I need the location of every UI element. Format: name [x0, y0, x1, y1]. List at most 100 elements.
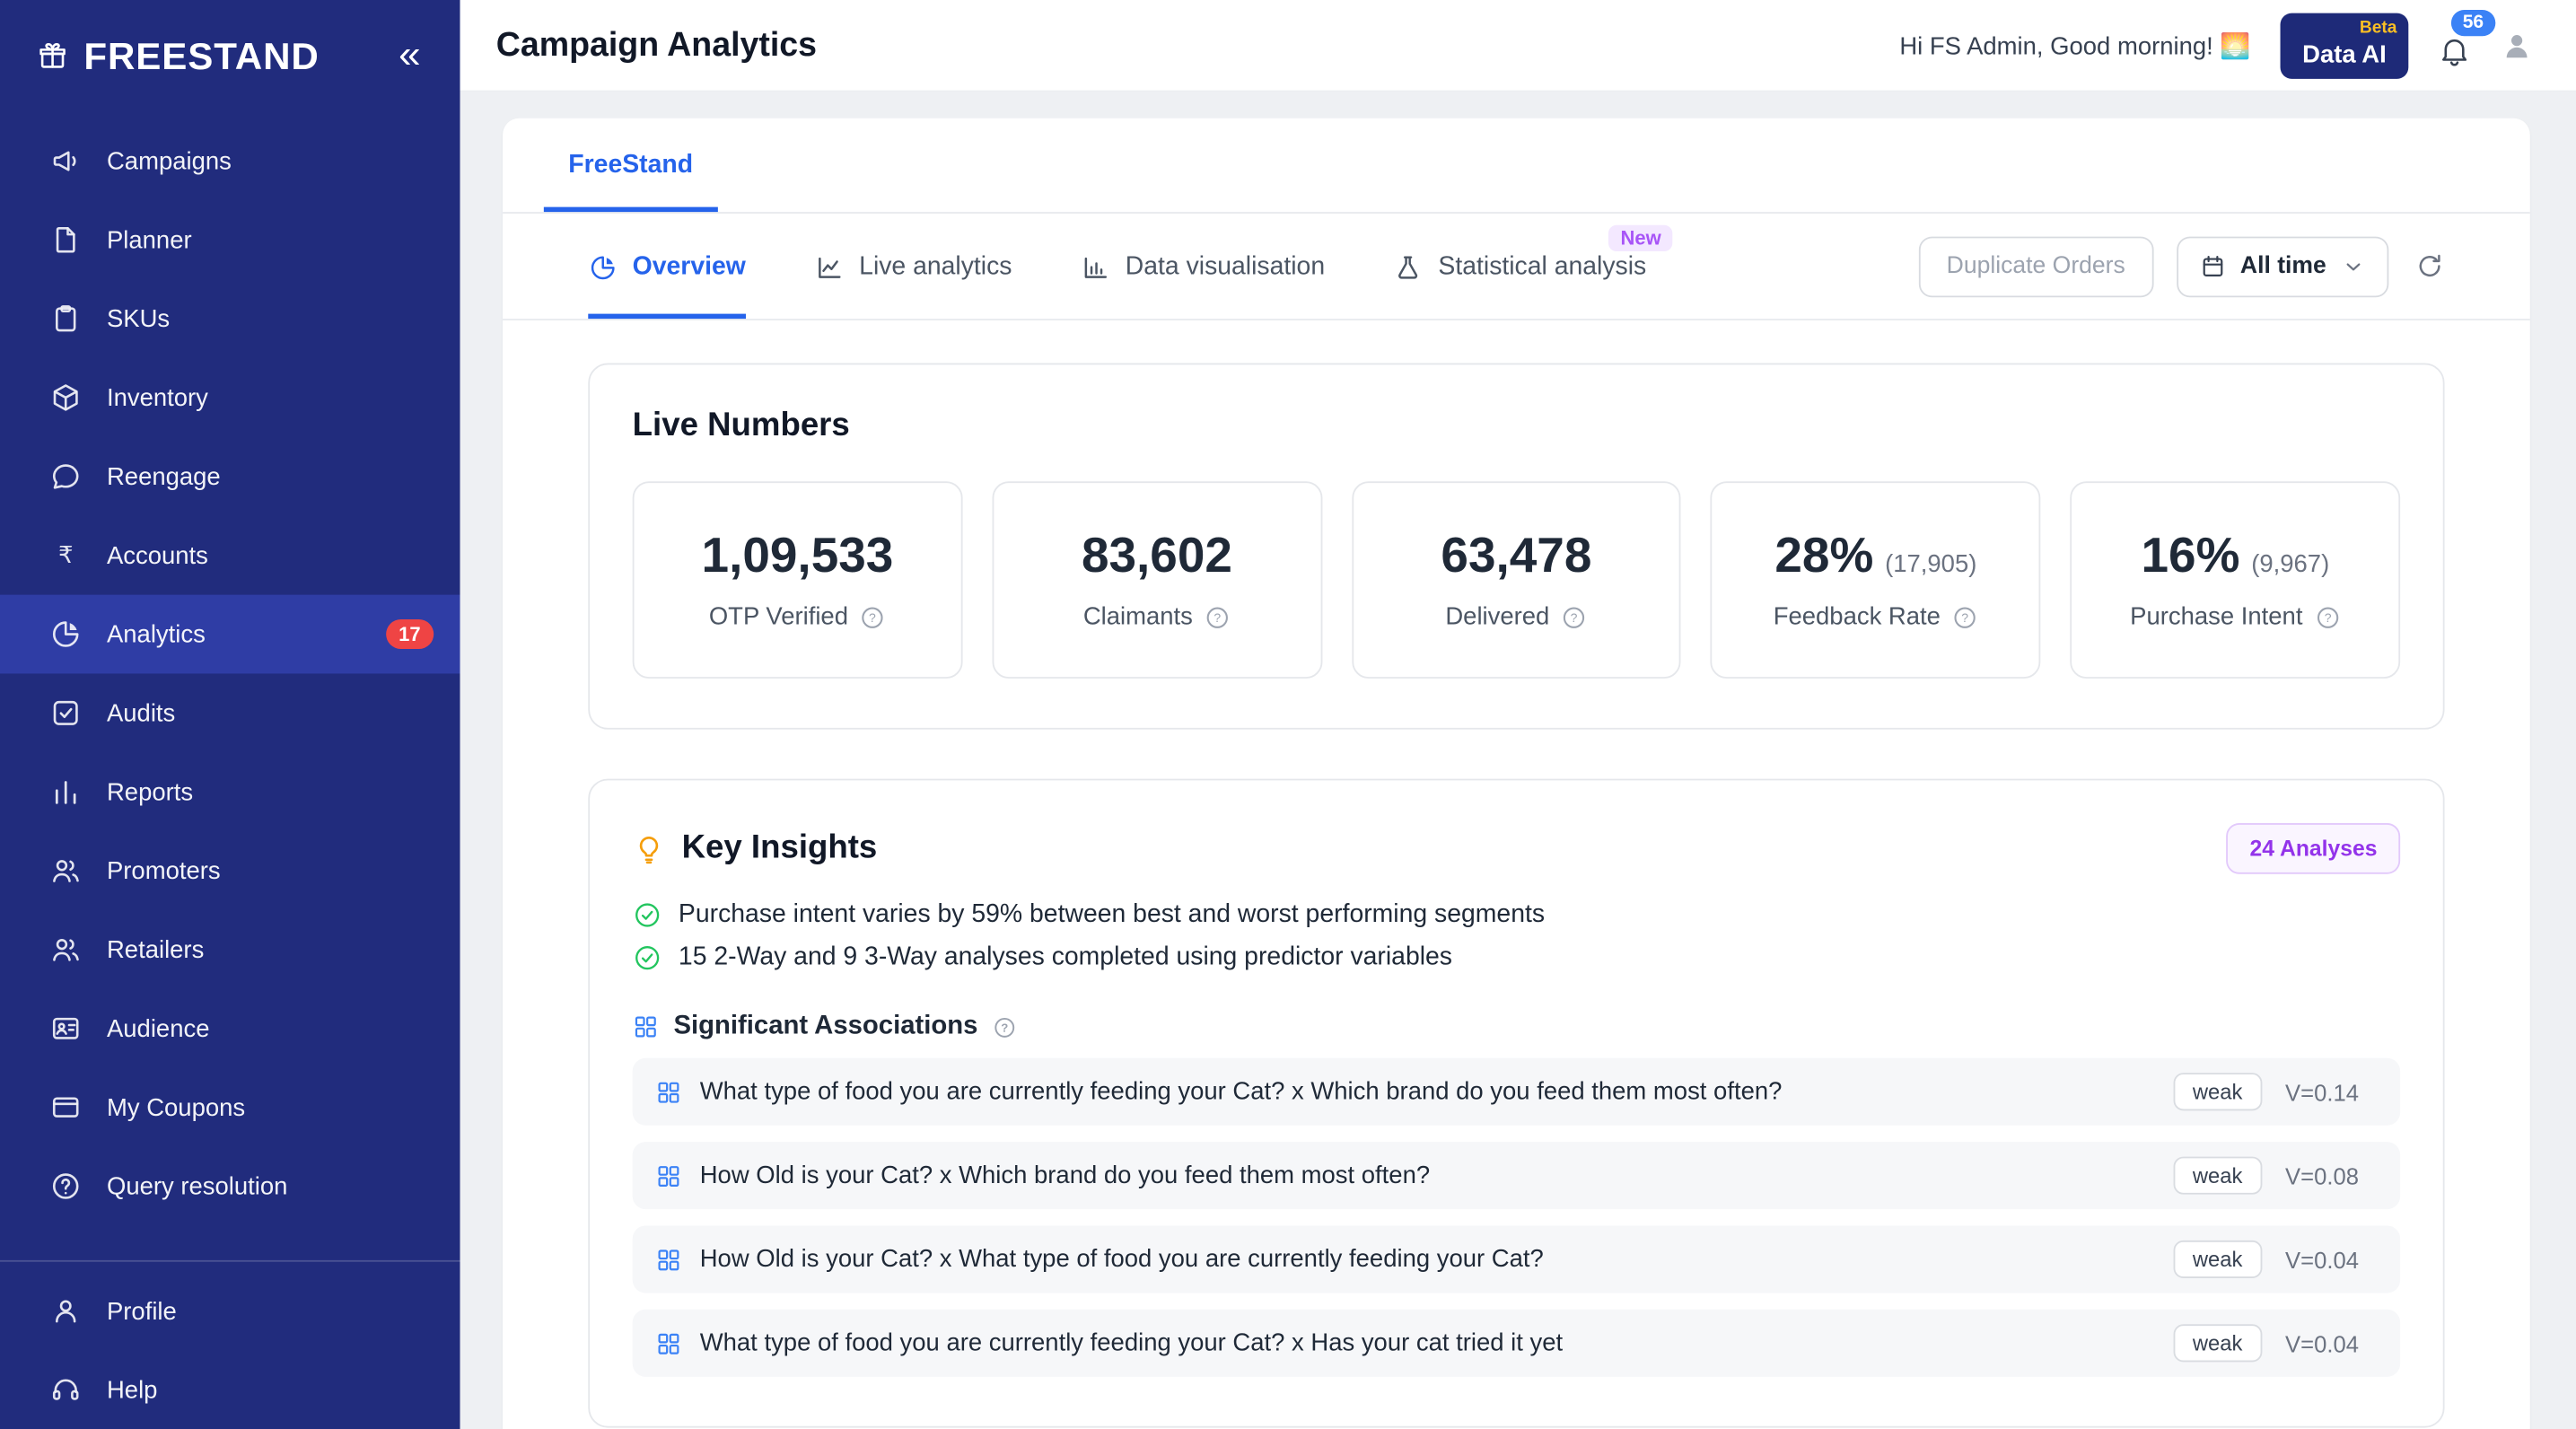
info-icon[interactable]: ?: [860, 604, 886, 630]
sidebar-item-audience[interactable]: Audience: [0, 989, 460, 1068]
sidebar-item-reports[interactable]: Reports: [0, 752, 460, 831]
association-text: How Old is your Cat? x What type of food…: [699, 1245, 1544, 1274]
info-icon[interactable]: ?: [1561, 604, 1587, 630]
sidebar-header: FREESTAND «: [0, 0, 460, 105]
association-row[interactable]: How Old is your Cat? x Which brand do yo…: [632, 1142, 2401, 1210]
tab-overview[interactable]: Overview: [588, 214, 746, 320]
check-circle-icon: [635, 945, 660, 970]
pie-chart-icon: [591, 256, 615, 280]
sidebar-item-skus[interactable]: SKUs: [0, 279, 460, 358]
stat-value: 63,478: [1441, 529, 1592, 583]
association-row[interactable]: What type of food you are currently feed…: [632, 1309, 2401, 1377]
association-stats: weak V=0.14: [2172, 1073, 2378, 1111]
svg-text:?: ?: [1571, 609, 1578, 624]
info-icon[interactable]: ?: [993, 1014, 1017, 1039]
sidebar-nav: Campaigns Planner SKUs Inventory Reengag…: [0, 105, 460, 1225]
data-ai-label: Data AI: [2302, 39, 2387, 68]
sidebar-item-query-resolution[interactable]: Query resolution: [0, 1147, 460, 1226]
lightbulb-icon: [639, 836, 659, 864]
line-chart-icon: [818, 257, 841, 278]
greeting-text: Hi FS Admin, Good morning! 🌅: [1899, 31, 2251, 60]
association-row[interactable]: How Old is your Cat? x What type of food…: [632, 1225, 2401, 1293]
tab-label: Data visualisation: [1125, 252, 1326, 281]
sidebar-item-campaigns[interactable]: Campaigns: [0, 121, 460, 200]
page-title: Campaign Analytics: [495, 25, 818, 64]
brand-logo[interactable]: FREESTAND: [36, 34, 319, 78]
analyses-count-badge[interactable]: 24 Analyses: [2226, 823, 2401, 874]
association-stats: weak V=0.08: [2172, 1156, 2378, 1195]
cramers-v-value: V=0.08: [2285, 1162, 2359, 1189]
sidebar-item-label: Profile: [106, 1297, 177, 1326]
info-icon[interactable]: ?: [1952, 604, 1978, 630]
sidebar-collapse-icon[interactable]: «: [399, 32, 421, 78]
stat-card-otp-verified: 1,09,533 OTP Verified ?: [632, 481, 963, 679]
sidebar-item-accounts[interactable]: ₹ Accounts: [0, 516, 460, 595]
time-filter-dropdown[interactable]: All time: [2176, 235, 2389, 297]
flask-icon: [1398, 256, 1418, 279]
associations-header: Significant Associations ?: [633, 1012, 2400, 1041]
sidebar-item-label: Analytics: [106, 619, 206, 649]
sidebar-item-reengage[interactable]: Reengage: [0, 437, 460, 516]
sidebar-item-inventory[interactable]: Inventory: [0, 358, 460, 437]
user-avatar[interactable]: [2501, 29, 2534, 62]
strength-badge: weak: [2172, 1240, 2263, 1279]
gift-icon: [39, 42, 66, 68]
association-stats: weak V=0.04: [2172, 1324, 2378, 1363]
refresh-button[interactable]: [2415, 251, 2445, 281]
strength-badge: weak: [2172, 1156, 2263, 1195]
sidebar-item-planner[interactable]: Planner: [0, 200, 460, 279]
svg-text:?: ?: [1002, 1021, 1009, 1034]
analytics-count-badge: 17: [385, 619, 434, 649]
campaigns-icon: [53, 151, 76, 171]
data-ai-button[interactable]: Beta Data AI: [2280, 12, 2409, 78]
reports-icon: [55, 781, 76, 804]
tab-live-analytics[interactable]: Live analytics: [815, 214, 1012, 319]
stat-card-claimants: 83,602 Claimants ?: [992, 481, 1322, 679]
analytics-icon: [52, 621, 79, 647]
tab-data-visualisation[interactable]: Data visualisation: [1081, 214, 1325, 319]
check-circle-icon: [635, 903, 660, 927]
association-row[interactable]: What type of food you are currently feed…: [632, 1057, 2401, 1126]
info-icon[interactable]: ?: [2314, 604, 2340, 630]
association-text: What type of food you are currently feed…: [699, 1328, 1564, 1357]
refresh-icon: [2419, 254, 2440, 277]
association-stats: weak V=0.04: [2172, 1240, 2378, 1279]
sidebar-item-analytics[interactable]: Analytics 17: [0, 594, 460, 674]
tab-controls: Duplicate Orders All time: [1918, 235, 2445, 297]
top-header: Campaign Analytics Hi FS Admin, Good mor…: [460, 0, 2576, 92]
stat-value: 28%: [1774, 529, 1874, 583]
sidebar-item-label: Promoters: [106, 856, 221, 885]
association-text: How Old is your Cat? x Which brand do yo…: [699, 1162, 1431, 1190]
user-icon: [2506, 34, 2528, 57]
stat-subvalue: (9,967): [2251, 550, 2330, 579]
sidebar-item-label: Help: [106, 1375, 158, 1405]
tab-label: Live analytics: [859, 252, 1012, 281]
sidebar-item-my-coupons[interactable]: My Coupons: [0, 1068, 460, 1147]
sidebar-item-retailers[interactable]: Retailers: [0, 910, 460, 989]
svg-text:?: ?: [870, 609, 877, 624]
brand-tab-bar: FreeStand: [503, 118, 2530, 214]
tab-statistical-analysis[interactable]: Statistical analysis New: [1394, 214, 1673, 319]
sidebar-item-help[interactable]: Help: [0, 1351, 460, 1429]
associations-title: Significant Associations: [673, 1012, 978, 1040]
sidebar: FREESTAND « Campaigns Planner SKUs Inven…: [0, 0, 460, 1429]
tab-freestand[interactable]: FreeStand: [543, 118, 718, 213]
bell-icon: [2442, 38, 2467, 66]
audits-icon: [53, 700, 78, 725]
sidebar-item-audits[interactable]: Audits: [0, 673, 460, 752]
rupee-icon: ₹: [58, 543, 74, 568]
stat-card-purchase-intent: 16% (9,967) Purchase Intent ?: [2070, 481, 2401, 679]
info-icon[interactable]: ?: [1205, 604, 1231, 630]
grid-icon: [658, 1249, 679, 1270]
association-text: What type of food you are currently feed…: [699, 1077, 1783, 1106]
sidebar-item-label: Retailers: [106, 935, 205, 964]
sidebar-item-profile[interactable]: Profile: [0, 1272, 460, 1351]
notifications-button[interactable]: 56: [2438, 9, 2495, 67]
analytics-card: FreeStand Overview Live analytics: [503, 118, 2530, 1429]
grid-icon: [658, 1165, 679, 1187]
insight-text: Purchase intent varies by 59% between be…: [678, 900, 1546, 929]
duplicate-orders-button[interactable]: Duplicate Orders: [1918, 235, 2153, 297]
sidebar-item-promoters[interactable]: Promoters: [0, 831, 460, 910]
stat-label: Claimants: [1082, 602, 1193, 631]
key-insights-title-row: Key Insights: [633, 829, 877, 867]
